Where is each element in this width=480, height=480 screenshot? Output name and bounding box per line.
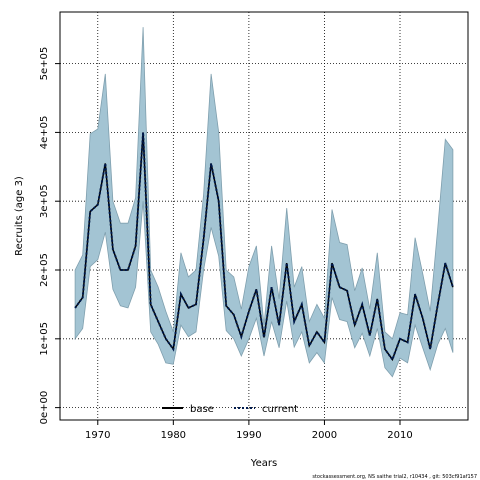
- series-line-current: [74, 132, 454, 362]
- series-lines: [74, 132, 454, 362]
- y-tick-label-4: 4e+05: [39, 116, 50, 150]
- legend-base-label: base: [190, 404, 214, 415]
- x-tick-label-1990: 1990: [236, 430, 261, 441]
- confidence-band: [74, 27, 454, 378]
- y-axis-title: Recruits (age 3): [14, 176, 25, 256]
- y-axis: 0e+00 1e+05 2e+05 3e+05 4e+05 5e+05: [39, 47, 60, 425]
- y-tick-label-5: 5e+05: [39, 47, 50, 81]
- x-axis-title: Years: [250, 458, 277, 469]
- x-tick-label-1980: 1980: [161, 430, 186, 441]
- legend: base current: [162, 404, 298, 415]
- y-tick-label-2: 2e+05: [39, 253, 50, 287]
- y-tick-label-1: 1e+05: [39, 322, 50, 356]
- plot-frame: [59, 11, 469, 421]
- x-tick-label-2010: 2010: [387, 430, 412, 441]
- y-tick-label-3: 3e+05: [39, 184, 50, 218]
- x-tick-label-2000: 2000: [312, 430, 337, 441]
- x-axis: 1970 1980 1990 2000 2010: [85, 420, 413, 441]
- legend-current-label: current: [262, 404, 298, 415]
- y-tick-label-0: 0e+00: [39, 391, 50, 425]
- x-tick-label-1970: 1970: [85, 430, 110, 441]
- footer-source: stockassessment.org, NS saithe trial2, r…: [312, 474, 477, 480]
